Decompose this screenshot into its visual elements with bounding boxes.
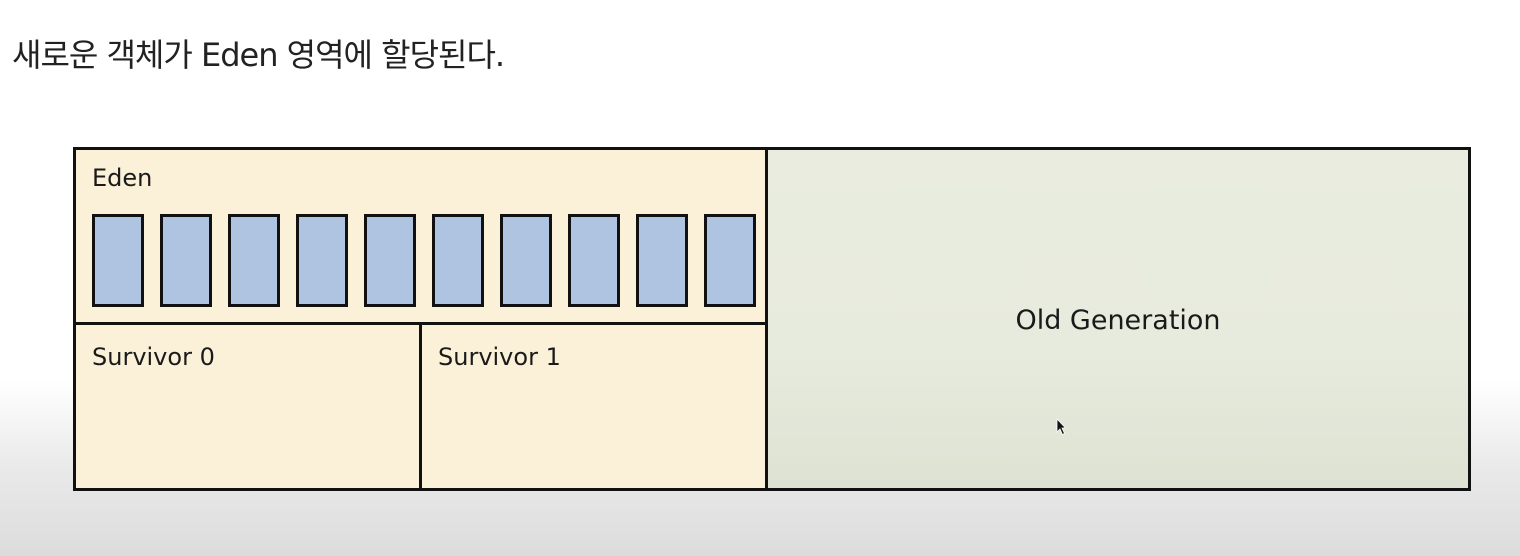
eden-object — [704, 214, 756, 307]
eden-region: Eden — [76, 150, 765, 325]
slide-title: 새로운 객체가 Eden 영역에 할당된다. — [12, 36, 505, 74]
eden-object — [500, 214, 552, 307]
young-generation: Eden Survivor 0 Survivor 1 — [76, 150, 768, 488]
eden-object — [296, 214, 348, 307]
survivor-1-label: Survivor 1 — [438, 343, 561, 371]
eden-label: Eden — [92, 164, 153, 192]
mouse-pointer-icon — [1056, 418, 1066, 436]
heap-diagram: Eden Survivor 0 Survivor 1 Old Generatio… — [73, 147, 1471, 491]
eden-object — [364, 214, 416, 307]
eden-objects — [92, 214, 756, 307]
survivor-1-region: Survivor 1 — [422, 325, 765, 488]
survivor-0-label: Survivor 0 — [92, 343, 215, 371]
old-generation-label: Old Generation — [1015, 305, 1221, 336]
survivor-0-region: Survivor 0 — [76, 325, 422, 488]
eden-object — [228, 214, 280, 307]
old-generation-region: Old Generation — [768, 150, 1468, 488]
eden-object — [160, 214, 212, 307]
eden-object — [432, 214, 484, 307]
eden-object — [636, 214, 688, 307]
eden-object — [92, 214, 144, 307]
eden-object — [568, 214, 620, 307]
